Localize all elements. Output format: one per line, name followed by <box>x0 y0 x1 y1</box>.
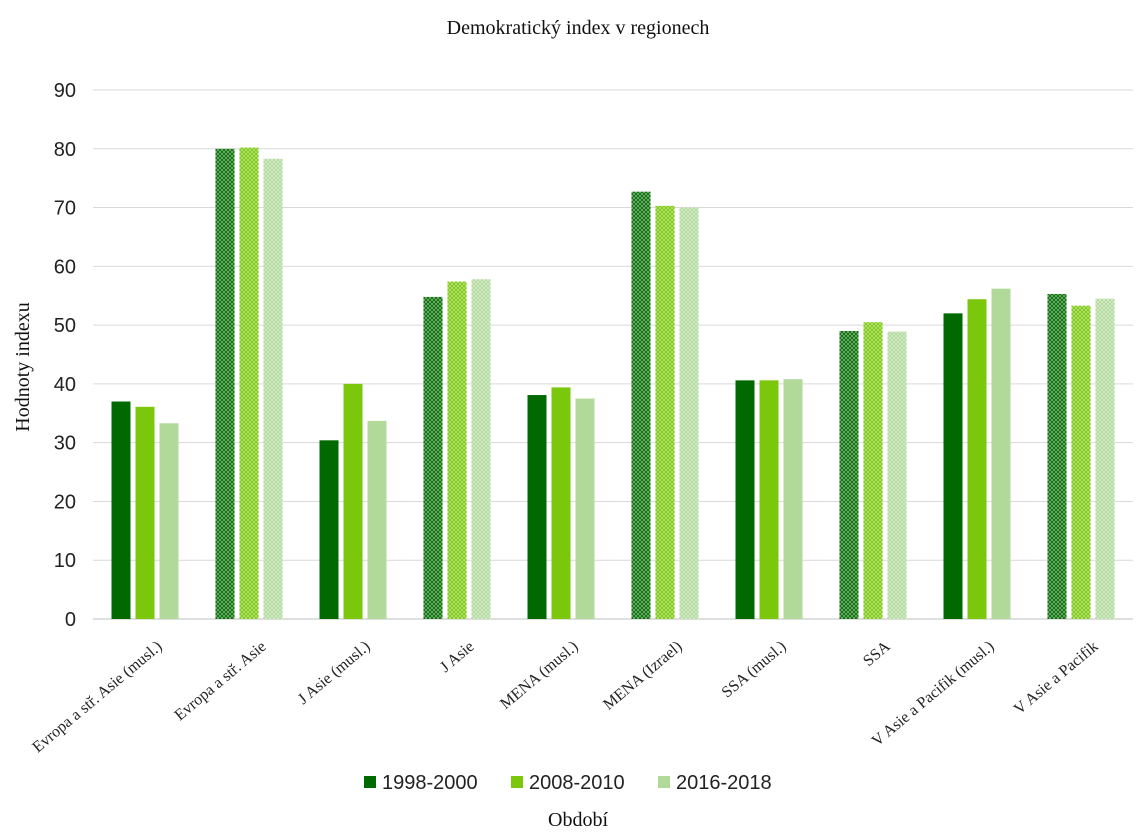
y-tick-label: 80 <box>54 139 76 161</box>
bar-mena-musl-1998-2000 <box>527 395 547 619</box>
bar-v-asie-a-pacifik-musl-1998-2000 <box>943 313 963 619</box>
bar-j-asie-musl-2016-2018 <box>367 420 387 619</box>
bar-ssa-musl-2016-2018 <box>783 379 803 619</box>
x-tick-label: MENA (Izrael) <box>600 638 685 714</box>
y-axis-ticks: 0 10 20 30 40 50 60 70 80 90 <box>54 80 76 631</box>
legend-label-1998-2000: 1998-2000 <box>382 772 478 794</box>
x-tick-label: SSA (musl.) <box>719 638 790 701</box>
bar-mena-musl-2016-2018 <box>575 398 595 619</box>
y-tick-label: 70 <box>54 198 76 220</box>
legend-label-2008-2010: 2008-2010 <box>529 772 625 794</box>
legend-swatch-2016-2018 <box>658 776 670 788</box>
bar-j-asie-2016-2018 <box>471 279 491 619</box>
bar-evropa-a-str-asie-musl-2016-2018 <box>159 423 179 619</box>
x-axis-ticks: Evropa a stř. Asie (musl.) Evropa a stř. … <box>29 638 1101 756</box>
bar-v-asie-a-pacifik-musl-2016-2018 <box>991 288 1011 619</box>
bar-v-asie-a-pacifik-musl-2008-2010 <box>967 299 987 619</box>
y-tick-label: 10 <box>54 550 76 572</box>
bar-evropa-a-str-asie-2008-2010 <box>239 147 259 619</box>
bar-v-asie-a-pacifik-1998-2000 <box>1047 293 1067 619</box>
bar-j-asie-musl-1998-2000 <box>319 440 339 619</box>
bar-j-asie-musl-2008-2010 <box>343 383 363 619</box>
bar-ssa-2016-2018 <box>887 331 907 619</box>
y-tick-label: 90 <box>54 80 76 102</box>
bar-mena-izrael-1998-2000 <box>631 191 651 620</box>
y-tick-label: 40 <box>54 374 76 396</box>
y-tick-label: 20 <box>54 491 76 513</box>
x-tick-label: Evropa a stř. Asie (musl.) <box>29 638 165 756</box>
bar-mena-izrael-2008-2010 <box>655 205 675 619</box>
bar-ssa-1998-2000 <box>839 330 859 619</box>
x-tick-label: J Asie <box>437 638 478 676</box>
bar-j-asie-1998-2000 <box>423 296 443 619</box>
bar-v-asie-a-pacifik-2008-2010 <box>1071 305 1091 619</box>
x-tick-label: MENA (musl.) <box>497 638 581 713</box>
y-tick-label: 0 <box>65 609 76 631</box>
x-tick-label: Evropa a stř. Asie <box>172 638 270 724</box>
bar-evropa-a-str-asie-2016-2018 <box>263 158 283 619</box>
chart-title: Demokratický index v regionech <box>447 17 710 39</box>
y-tick-label: 30 <box>54 433 76 455</box>
bar-j-asie-2008-2010 <box>447 281 467 619</box>
bar-evropa-a-str-asie-1998-2000 <box>215 148 235 619</box>
bar-v-asie-a-pacifik-2016-2018 <box>1095 298 1115 619</box>
x-tick-label: V Asie a Pacifik <box>1011 638 1102 718</box>
x-tick-label: SSA <box>860 638 894 670</box>
bar-evropa-a-str-asie-musl-1998-2000 <box>111 401 131 619</box>
legend-label-2016-2018: 2016-2018 <box>676 772 772 794</box>
legend-swatch-1998-2000 <box>364 776 376 788</box>
bar-evropa-a-str-asie-musl-2008-2010 <box>135 406 155 619</box>
x-axis-label: Období <box>548 809 608 831</box>
y-tick-label: 50 <box>54 315 76 337</box>
y-tick-label: 60 <box>54 256 76 278</box>
bar-ssa-2008-2010 <box>863 322 883 619</box>
bar-mena-musl-2008-2010 <box>551 387 571 619</box>
bars <box>111 147 1115 620</box>
legend-swatch-2008-2010 <box>511 776 523 788</box>
bar-mena-izrael-2016-2018 <box>679 207 699 620</box>
bar-ssa-musl-2008-2010 <box>759 380 779 619</box>
legend: 1998-2000 2008-2010 2016-2018 <box>364 772 772 794</box>
bar-ssa-musl-1998-2000 <box>735 380 755 619</box>
y-axis-label: Hodnoty indexu <box>12 302 34 431</box>
x-tick-label: J Asie (musl.) <box>295 638 374 708</box>
